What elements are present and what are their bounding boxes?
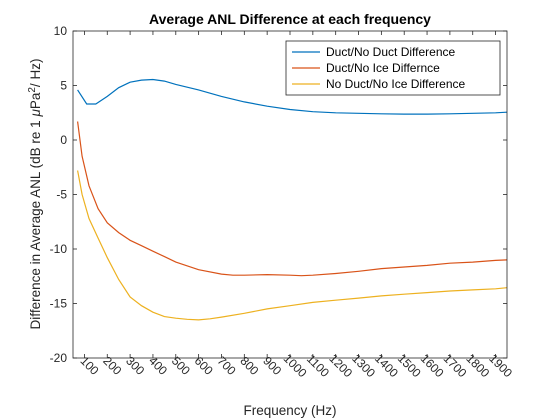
y-tick-label: -10 bbox=[50, 242, 68, 256]
y-axis-label-superscript: 2 bbox=[27, 87, 38, 93]
y-axis-label-text: Difference in Average ANL (dB re 1 bbox=[28, 117, 43, 330]
legend-label-2: Duct/No Ice Differnce bbox=[326, 61, 440, 75]
y-tick-label: 0 bbox=[60, 133, 67, 147]
series-line-2 bbox=[77, 121, 508, 277]
series-layer bbox=[77, 78, 508, 321]
y-axis-label-unit: Pa bbox=[28, 92, 43, 109]
y-tick-label: -15 bbox=[50, 297, 68, 311]
y-tick-label: 10 bbox=[54, 24, 68, 38]
series-line-3 bbox=[77, 170, 508, 321]
y-axis-label-tail: / Hz) bbox=[28, 59, 43, 88]
series-line-1 bbox=[77, 78, 508, 115]
legend-box bbox=[285, 40, 501, 96]
y-tick-label: -20 bbox=[50, 351, 68, 365]
legend-label-1: Duct/No Duct Difference bbox=[326, 45, 455, 59]
chart-title: Average ANL Difference at each frequency bbox=[149, 11, 431, 27]
y-tick-label: 5 bbox=[60, 79, 67, 93]
legend: Duct/No Duct Difference Duct/No Ice Diffe… bbox=[285, 40, 501, 96]
y-axis-label: Difference in Average ANL (dB re 1 μPa2/… bbox=[27, 59, 43, 330]
x-axis-label: Frequency (Hz) bbox=[243, 403, 336, 418]
y-axis-label-mu: μ bbox=[28, 109, 43, 118]
legend-label-3: No Duct/No Ice Difference bbox=[326, 77, 465, 91]
y-tick-label: -5 bbox=[56, 188, 67, 202]
